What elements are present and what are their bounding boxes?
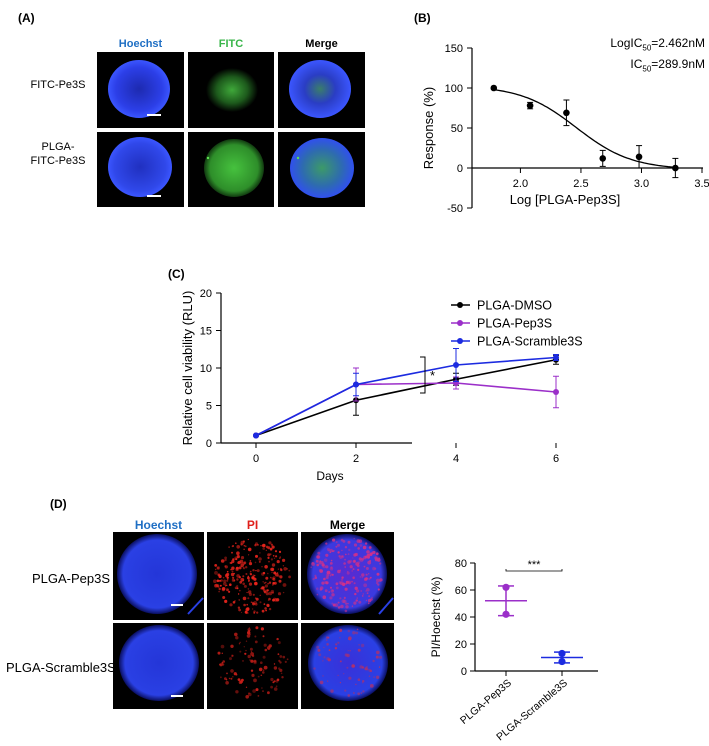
merge-image-fitc-pe3s <box>278 52 365 128</box>
c-data-point <box>553 356 559 363</box>
c-y-tick-label: 5 <box>206 401 212 413</box>
c-legend-marker <box>457 338 463 344</box>
b-x-tick-label: 2.0 <box>513 178 528 190</box>
b-x-tick-label: 3.0 <box>634 178 649 190</box>
c-legend-label: PLGA-Pep3S <box>477 317 552 331</box>
panel-d-header-hoechst: Hoechst <box>134 518 183 532</box>
b-y-tick-label: 0 <box>457 163 463 175</box>
c-data-point <box>253 432 259 439</box>
pi-image-plga-scramble3s <box>207 623 298 709</box>
merge-image-plga-scramble3s <box>301 623 394 709</box>
panel-d-letter: (D) <box>50 497 67 511</box>
d-y-tick-label: 20 <box>455 639 467 651</box>
c-x-tick-label: 6 <box>553 453 559 465</box>
d-x-tick-label: PLGA-Pep3S <box>458 677 514 727</box>
c-x-tick-label: 4 <box>453 453 459 465</box>
c-x-axis-label: Days <box>316 469 343 483</box>
d-data-point <box>558 657 566 666</box>
b-data-point <box>563 109 570 117</box>
b-data-point <box>526 102 534 109</box>
c-y-tick-label: 10 <box>200 363 212 375</box>
panel-a-header-merge: Merge <box>305 38 338 50</box>
b-data-point <box>635 153 643 161</box>
d-x-tick-label: PLGA-Scramble3S <box>494 677 570 743</box>
c-data-point <box>453 380 459 386</box>
panel-d-row-label-1: PLGA-Pep3S <box>32 571 111 586</box>
c-data-point <box>353 381 359 388</box>
b-y-tick-label: 100 <box>445 83 463 95</box>
c-data-point <box>453 362 459 368</box>
b-y-tick-label: -50 <box>447 203 463 215</box>
b-y-axis-label: Response (%) <box>421 87 436 169</box>
d-y-tick-label: 40 <box>455 612 467 624</box>
c-x-tick-label: 0 <box>253 453 259 465</box>
logic50-annotation: LogIC50=2.462nM IC50=289.9nM <box>610 36 705 74</box>
hoechst-image-plga-pep3s <box>113 532 204 620</box>
panel-c-letter: (C) <box>168 267 185 281</box>
d-y-tick-label: 60 <box>455 585 467 597</box>
hoechst-image-plga-scramble3s <box>113 623 204 709</box>
hoechst-image-plga-fitc-pe3s <box>97 132 184 207</box>
c-y-tick-label: 15 <box>200 326 212 338</box>
panel-a-row-label-1: FITC-Pe3S <box>30 79 86 91</box>
b-fit-curve <box>493 88 673 168</box>
panel-d-header-merge: Merge <box>329 518 366 532</box>
c-significance-bracket <box>420 356 426 394</box>
panel-a-header-hoechst: Hoechst <box>118 38 163 50</box>
c-legend-label: PLGA-Scramble3S <box>477 335 583 349</box>
panel-d-row-label-2: PLGA-Scramble3S <box>6 660 116 675</box>
d-significance-label: *** <box>528 559 542 571</box>
c-series-line <box>255 382 557 437</box>
c-legend-marker <box>457 320 463 326</box>
c-series-line <box>255 356 557 437</box>
c-data-point <box>253 432 259 439</box>
b-y-tick-label: 50 <box>451 123 463 135</box>
c-data-point <box>353 381 359 388</box>
panel-b-letter: (B) <box>414 11 431 25</box>
hoechst-image-fitc-pe3s <box>97 52 184 128</box>
b-data-point <box>490 84 498 92</box>
c-x-tick-label: 2 <box>353 453 359 465</box>
c-y-tick-label: 0 <box>206 438 212 450</box>
b-x-tick-label: 3.5 <box>694 178 709 190</box>
c-y-tick-label: 20 <box>200 288 212 300</box>
c-y-axis-label: Relative cell viability (RLU) <box>180 291 195 446</box>
d-data-point <box>502 610 510 618</box>
b-data-point <box>599 155 607 162</box>
merge-image-plga-fitc-pe3s <box>278 132 365 207</box>
merge-image-plga-pep3s <box>301 532 394 620</box>
pi-image-plga-pep3s <box>207 532 298 620</box>
b-x-tick-label: 2.5 <box>573 178 588 190</box>
c-significance-label: * <box>430 368 435 383</box>
c-data-point <box>253 432 259 439</box>
panel-a-header-fitc: FITC <box>218 38 244 50</box>
c-data-point <box>453 376 459 383</box>
d-data-point <box>502 583 510 591</box>
c-series-line <box>255 358 557 437</box>
panel-a-letter: (A) <box>18 11 35 25</box>
panel-a-row-label-2: PLGA- FITC-Pe3S <box>30 141 86 167</box>
d-significance-bracket <box>505 569 563 572</box>
c-data-point <box>353 397 359 404</box>
fitc-image-plga-fitc-pe3s <box>188 132 274 207</box>
c-legend-label: PLGA-DMSO <box>477 299 552 313</box>
d-data-point <box>558 649 566 658</box>
d-y-axis-label: PI/Hoechst (%) <box>429 577 443 658</box>
c-legend-marker <box>457 302 463 308</box>
c-data-point <box>553 354 559 361</box>
b-y-tick-label: 150 <box>445 43 463 55</box>
fitc-image-fitc-pe3s <box>188 52 274 128</box>
b-data-point <box>672 164 679 172</box>
d-y-tick-label: 0 <box>461 666 467 678</box>
b-x-axis-label: Log [PLGA-Pep3S] <box>510 192 621 207</box>
c-data-point <box>553 389 559 395</box>
panel-d-header-pi: PI <box>246 518 259 532</box>
d-y-tick-label: 80 <box>455 558 467 570</box>
